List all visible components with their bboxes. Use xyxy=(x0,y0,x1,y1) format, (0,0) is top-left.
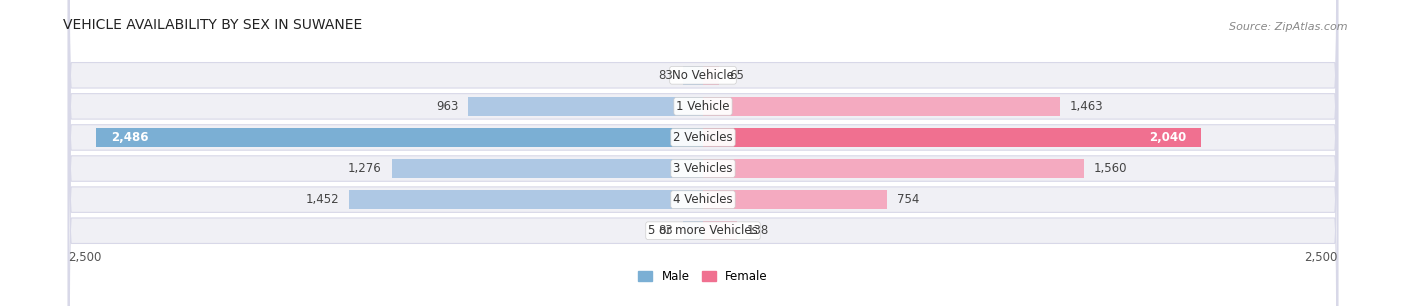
Bar xyxy=(96,128,703,147)
FancyBboxPatch shape xyxy=(69,0,1337,306)
Text: 4 Vehicles: 4 Vehicles xyxy=(673,193,733,206)
Text: VEHICLE AVAILABILITY BY SEX IN SUWANEE: VEHICLE AVAILABILITY BY SEX IN SUWANEE xyxy=(63,17,361,32)
Bar xyxy=(703,97,1060,116)
Text: 3 Vehicles: 3 Vehicles xyxy=(673,162,733,175)
Bar xyxy=(703,190,887,209)
Bar xyxy=(349,190,703,209)
Bar xyxy=(703,221,737,240)
Text: 5 or more Vehicles: 5 or more Vehicles xyxy=(648,224,758,237)
Bar xyxy=(683,221,703,240)
Bar xyxy=(703,159,1084,178)
Text: 2 Vehicles: 2 Vehicles xyxy=(673,131,733,144)
Text: 65: 65 xyxy=(728,69,744,82)
Text: 2,040: 2,040 xyxy=(1149,131,1187,144)
Text: 2,500: 2,500 xyxy=(1305,251,1337,264)
FancyBboxPatch shape xyxy=(69,0,1337,306)
Text: Source: ZipAtlas.com: Source: ZipAtlas.com xyxy=(1229,22,1347,32)
Bar xyxy=(392,159,703,178)
Text: 2,500: 2,500 xyxy=(69,251,101,264)
Text: 1,463: 1,463 xyxy=(1070,100,1104,113)
Text: 138: 138 xyxy=(747,224,769,237)
Text: 1 Vehicle: 1 Vehicle xyxy=(676,100,730,113)
Bar xyxy=(468,97,703,116)
FancyBboxPatch shape xyxy=(69,0,1337,306)
Text: 1,560: 1,560 xyxy=(1094,162,1128,175)
Text: 1,276: 1,276 xyxy=(349,162,382,175)
Text: 2,486: 2,486 xyxy=(111,131,149,144)
FancyBboxPatch shape xyxy=(69,0,1337,306)
Bar xyxy=(703,128,1201,147)
Text: 1,452: 1,452 xyxy=(305,193,339,206)
Bar xyxy=(683,66,703,85)
Bar xyxy=(703,66,718,85)
Text: 83: 83 xyxy=(658,224,673,237)
Text: No Vehicle: No Vehicle xyxy=(672,69,734,82)
Legend: Male, Female: Male, Female xyxy=(634,266,772,288)
Text: 963: 963 xyxy=(436,100,458,113)
FancyBboxPatch shape xyxy=(69,0,1337,306)
FancyBboxPatch shape xyxy=(69,0,1337,306)
Text: 754: 754 xyxy=(897,193,920,206)
Text: 83: 83 xyxy=(658,69,673,82)
